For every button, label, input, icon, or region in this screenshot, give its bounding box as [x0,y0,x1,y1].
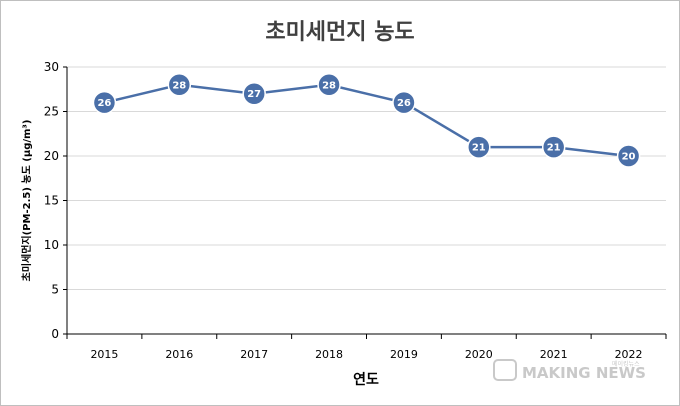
x-tick-label: 2018 [315,348,343,361]
x-tick-label: 2021 [540,348,568,361]
watermark-subtext: 메이킹뉴스 [612,360,640,368]
watermark-icon [493,359,517,381]
y-tick-label: 25 [44,105,59,119]
data-label: 21 [472,143,486,154]
data-point [242,81,266,106]
data-point [467,135,491,159]
data-label: 26 [97,98,111,109]
watermark-text: MAKING NEWS [522,364,646,382]
data-label: 26 [397,98,411,109]
data-label: 27 [247,89,261,100]
data-label: 21 [547,143,561,154]
data-label: 28 [172,80,186,91]
y-axis-title: 초미세먼지(PM-2.5) 농도 (μg/m³) [20,120,33,282]
data-point [616,144,641,168]
x-tick-label: 2016 [165,348,193,361]
x-tick-label: 2020 [465,348,493,361]
y-tick-label: 20 [44,149,59,163]
data-label: 28 [322,80,336,91]
y-tick-label: 10 [44,238,59,252]
y-tick-label: 30 [44,60,59,74]
data-point [541,135,566,159]
y-tick-label: 5 [51,283,59,297]
data-point [92,90,117,115]
x-tick-label: 2015 [90,348,118,361]
chart-title: 초미세먼지 농도 [265,20,414,45]
x-tick-label: 2022 [615,348,643,361]
x-tick-label: 2017 [240,348,268,361]
data-point [392,90,416,115]
data-label: 20 [622,152,636,163]
x-tick-label: 2019 [390,348,418,361]
series-line [104,83,629,158]
watermark-logo: MAKING NEWS 메이킹뉴스 [493,359,646,382]
data-point [317,73,341,97]
x-axis-title: 연도 [353,372,379,388]
y-tick-label: 15 [44,194,59,208]
y-tick-label: 0 [51,327,59,341]
data-point [167,73,192,97]
